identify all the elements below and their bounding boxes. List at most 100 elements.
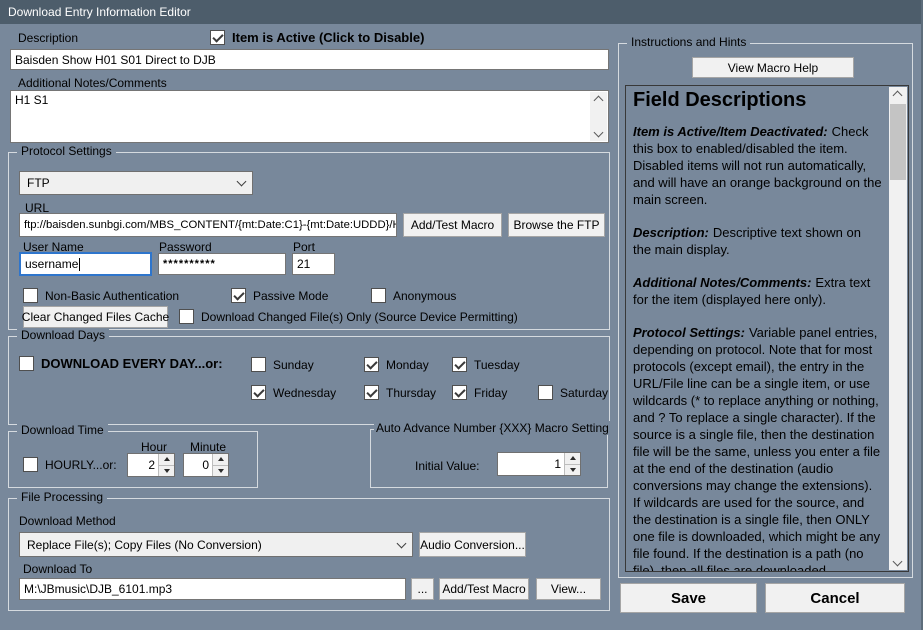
help-paragraph: Additional Notes/Comments: Extra text for… bbox=[633, 274, 882, 308]
notes-textarea[interactable]: H1 S1 bbox=[10, 90, 609, 143]
password-input[interactable]: ********** bbox=[158, 253, 286, 275]
browse-ftp-button[interactable]: Browse the FTP bbox=[508, 213, 605, 237]
add-test-macro-label: Add/Test Macro bbox=[410, 218, 495, 232]
hourly-checkbox[interactable] bbox=[23, 457, 38, 472]
passive-mode-label[interactable]: Passive Mode bbox=[253, 288, 329, 303]
monday-checkbox[interactable] bbox=[364, 357, 379, 372]
help-text-area: Field Descriptions Item is Active/Item D… bbox=[625, 85, 909, 572]
download-to-value: M:\JBmusic\DJB_6101.mp3 bbox=[24, 582, 173, 596]
hour-label: Hour bbox=[141, 440, 168, 454]
day-checkbox-row-monday[interactable]: Monday bbox=[364, 357, 429, 372]
browse-path-button[interactable]: ... bbox=[411, 578, 434, 600]
tuesday-label[interactable]: Tuesday bbox=[474, 357, 520, 372]
scroll-up-icon[interactable] bbox=[892, 90, 903, 101]
scroll-up-icon[interactable] bbox=[593, 95, 604, 106]
download-every-day-checkbox-row[interactable]: DOWNLOAD EVERY DAY...or: bbox=[19, 356, 223, 371]
protocol-select[interactable]: FTP bbox=[19, 171, 253, 195]
notes-scrollbar[interactable] bbox=[590, 92, 607, 141]
protocol-settings-group-label: Protocol Settings bbox=[17, 144, 116, 158]
user-name-input[interactable]: username bbox=[19, 252, 152, 276]
view-macro-help-label: View Macro Help bbox=[727, 60, 819, 75]
port-input[interactable]: 21 bbox=[292, 253, 335, 275]
url-input[interactable]: ftp://baisden.sunbgi.com/MBS_CONTENT/{mt… bbox=[19, 213, 397, 237]
day-checkbox-row-wednesday[interactable]: Wednesday bbox=[251, 385, 336, 400]
hour-stepper[interactable]: 2 bbox=[127, 453, 175, 477]
passive-mode-checkbox[interactable] bbox=[231, 288, 246, 303]
help-paragraph: Protocol Settings: Variable panel entries… bbox=[633, 324, 882, 571]
save-label: Save bbox=[670, 589, 707, 607]
chevron-down-icon bbox=[396, 538, 407, 548]
spinner-up-icon[interactable] bbox=[564, 453, 580, 464]
notes-label: Additional Notes/Comments bbox=[18, 76, 167, 90]
minute-stepper-buttons bbox=[212, 454, 228, 476]
spinner-down-icon[interactable] bbox=[212, 464, 228, 476]
ellipsis-icon: ... bbox=[417, 582, 428, 596]
day-checkbox-row-saturday[interactable]: Saturday bbox=[538, 385, 608, 400]
friday-checkbox[interactable] bbox=[452, 385, 467, 400]
day-checkbox-row-tuesday[interactable]: Tuesday bbox=[452, 357, 520, 372]
day-checkbox-row-friday[interactable]: Friday bbox=[452, 385, 507, 400]
passive-mode-checkbox-row[interactable]: Passive Mode bbox=[231, 288, 328, 303]
spinner-up-icon[interactable] bbox=[212, 454, 228, 465]
save-button[interactable]: Save bbox=[620, 583, 757, 613]
tuesday-checkbox[interactable] bbox=[452, 357, 467, 372]
hourly-checkbox-row[interactable]: HOURLY...or: bbox=[23, 457, 117, 472]
non-basic-auth-checkbox-row[interactable]: Non-Basic Authentication bbox=[23, 288, 179, 303]
spinner-up-icon[interactable] bbox=[158, 454, 174, 465]
sunday-checkbox[interactable] bbox=[251, 357, 266, 372]
view-macro-help-button[interactable]: View Macro Help bbox=[692, 57, 854, 78]
anonymous-checkbox-row[interactable]: Anonymous bbox=[371, 288, 456, 303]
url-label: URL bbox=[25, 201, 50, 215]
download-method-select[interactable]: Replace File(s); Copy Files (No Conversi… bbox=[19, 532, 413, 557]
description-input[interactable]: Baisden Show H01 S01 Direct to DJB bbox=[10, 49, 609, 70]
day-checkbox-row-sunday[interactable]: Sunday bbox=[251, 357, 314, 372]
port-value: 21 bbox=[297, 257, 311, 271]
scroll-down-icon[interactable] bbox=[892, 556, 903, 567]
download-to-label: Download To bbox=[23, 562, 93, 576]
item-active-label[interactable]: Item is Active (Click to Disable) bbox=[232, 30, 425, 45]
help-scrollbar[interactable] bbox=[889, 87, 907, 570]
add-test-macro-button-2[interactable]: Add/Test Macro bbox=[439, 578, 529, 600]
non-basic-auth-label[interactable]: Non-Basic Authentication bbox=[45, 288, 180, 303]
day-checkbox-row-thursday[interactable]: Thursday bbox=[364, 385, 436, 400]
cancel-button[interactable]: Cancel bbox=[765, 583, 905, 613]
download-changed-only-checkbox-row[interactable]: Download Changed File(s) Only (Source De… bbox=[179, 309, 518, 324]
friday-label[interactable]: Friday bbox=[474, 385, 508, 400]
cancel-label: Cancel bbox=[810, 589, 860, 607]
spinner-down-icon[interactable] bbox=[564, 463, 580, 475]
download-every-day-label[interactable]: DOWNLOAD EVERY DAY...or: bbox=[41, 356, 223, 371]
saturday-label[interactable]: Saturday bbox=[560, 385, 609, 400]
non-basic-auth-checkbox[interactable] bbox=[23, 288, 38, 303]
minute-stepper[interactable]: 0 bbox=[183, 453, 229, 477]
monday-label[interactable]: Monday bbox=[386, 357, 429, 372]
protocol-selected-value: FTP bbox=[27, 176, 50, 190]
audio-conversion-button[interactable]: Audio Conversion... bbox=[419, 532, 526, 557]
wednesday-label[interactable]: Wednesday bbox=[273, 385, 337, 400]
scroll-down-icon[interactable] bbox=[593, 127, 604, 138]
clear-changed-files-cache-button[interactable]: Clear Changed Files Cache bbox=[22, 306, 169, 328]
download-changed-only-checkbox[interactable] bbox=[179, 309, 194, 324]
thursday-label[interactable]: Thursday bbox=[386, 385, 437, 400]
anonymous-checkbox[interactable] bbox=[371, 288, 386, 303]
download-method-value: Replace File(s); Copy Files (No Conversi… bbox=[27, 537, 262, 552]
hourly-label[interactable]: HOURLY...or: bbox=[45, 457, 117, 472]
download-to-input[interactable]: M:\JBmusic\DJB_6101.mp3 bbox=[19, 578, 406, 600]
help-paragraph: Item is Active/Item Deactivated: Check th… bbox=[633, 123, 882, 208]
anonymous-label[interactable]: Anonymous bbox=[393, 288, 457, 303]
spinner-down-icon[interactable] bbox=[158, 464, 174, 476]
text-caret bbox=[79, 257, 81, 271]
view-button[interactable]: View... bbox=[536, 578, 601, 600]
help-paragraph-lead: Protocol Settings: bbox=[633, 325, 745, 340]
scrollbar-thumb[interactable] bbox=[890, 104, 906, 180]
item-active-checkbox-row[interactable]: Item is Active (Click to Disable) bbox=[210, 30, 424, 45]
download-changed-only-label[interactable]: Download Changed File(s) Only (Source De… bbox=[201, 309, 518, 324]
wednesday-checkbox[interactable] bbox=[251, 385, 266, 400]
initial-value-stepper[interactable]: 1 bbox=[497, 452, 581, 476]
saturday-checkbox[interactable] bbox=[538, 385, 553, 400]
item-active-checkbox[interactable] bbox=[210, 30, 225, 45]
thursday-checkbox[interactable] bbox=[364, 385, 379, 400]
initial-value-stepper-buttons bbox=[564, 453, 580, 475]
download-every-day-checkbox[interactable] bbox=[19, 356, 34, 371]
sunday-label[interactable]: Sunday bbox=[273, 357, 314, 372]
add-test-macro-button[interactable]: Add/Test Macro bbox=[403, 213, 502, 237]
